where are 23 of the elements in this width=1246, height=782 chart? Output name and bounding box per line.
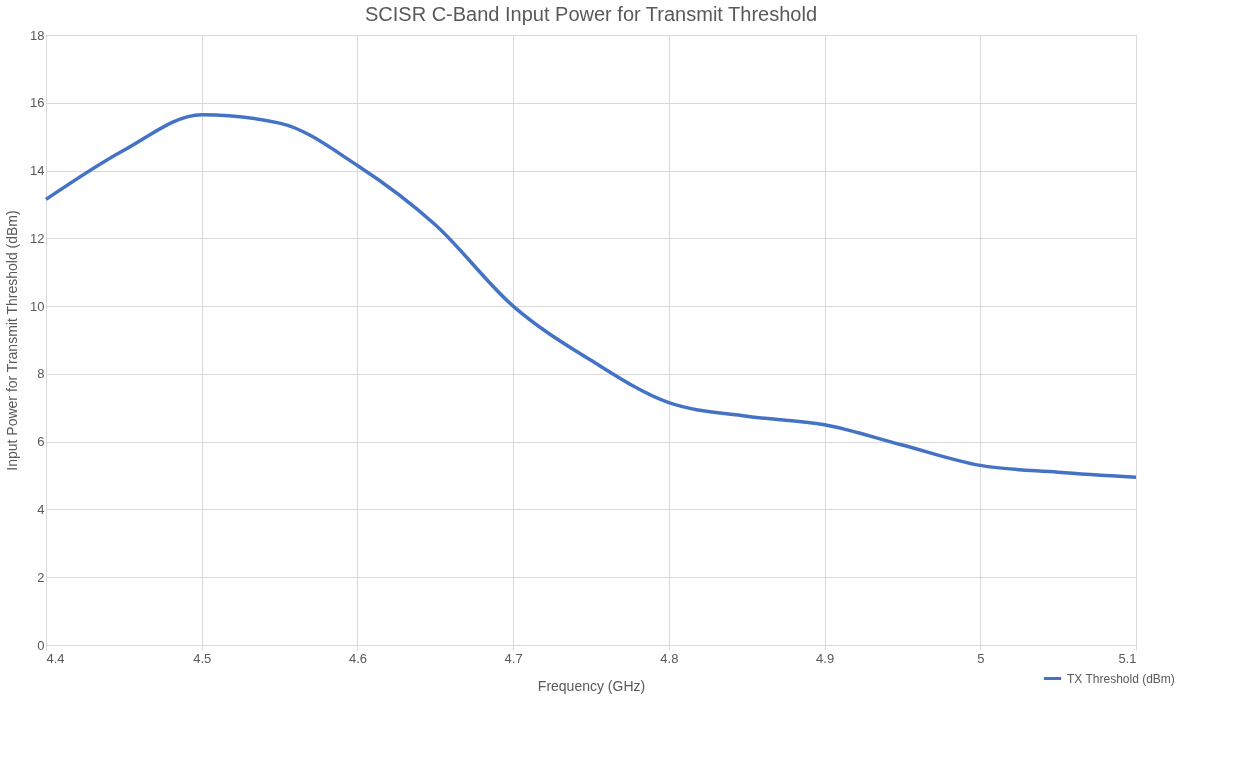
x-tick-label: 4.5	[193, 650, 212, 666]
y-tick-label: 0	[37, 637, 45, 653]
y-tick-label: 12	[30, 230, 45, 246]
y-tick-label: 18	[30, 27, 45, 43]
x-tick-label: 5	[977, 650, 985, 666]
x-tick-label: 4.4	[46, 650, 65, 666]
y-tick-label: 6	[37, 434, 45, 450]
y-tick-label: 8	[37, 366, 45, 382]
x-tick-label: 5.1	[1118, 650, 1137, 666]
y-tick-label: 16	[30, 95, 45, 111]
x-tick-label: 4.9	[816, 650, 835, 666]
line-series	[44, 112, 1138, 479]
chart-title: SCISR C-Band Input Power for Transmit Threshold	[364, 3, 818, 25]
x-tick-label: 4.6	[348, 650, 367, 666]
y-axis-title: Input Power for Transmit Threshold (dBm)	[4, 210, 21, 471]
x-axis-title: Frequency (GHz)	[537, 677, 646, 694]
legend-label: TX Threshold (dBm)	[1067, 671, 1175, 686]
y-tick-label: 10	[30, 298, 45, 314]
y-tick-label: 4	[37, 501, 45, 517]
x-tick-label: 4.8	[660, 650, 679, 666]
x-tick-label: 4.7	[504, 650, 523, 666]
y-tick-label: 14	[30, 163, 45, 179]
y-tick-label: 2	[37, 569, 45, 585]
